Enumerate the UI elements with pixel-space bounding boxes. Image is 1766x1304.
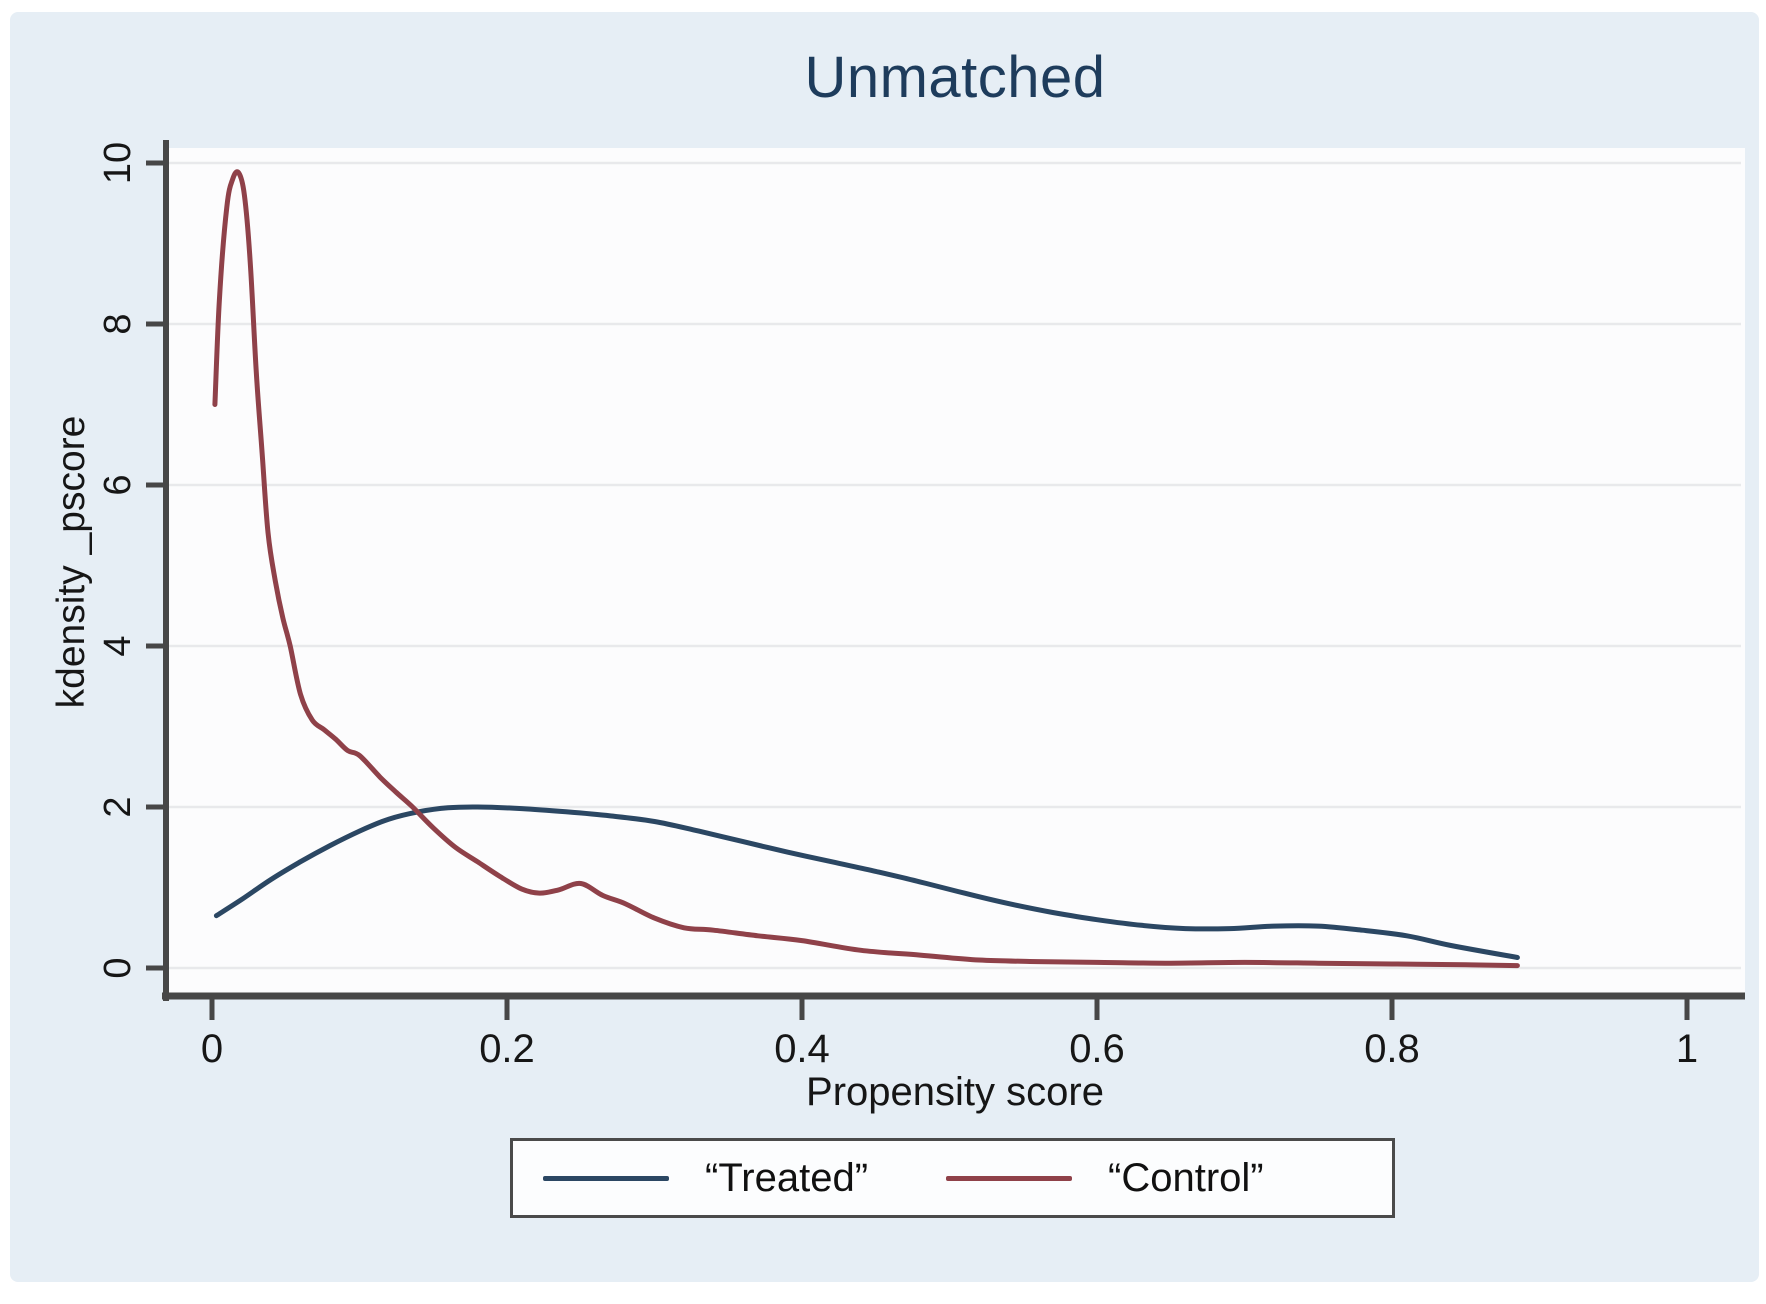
y-tick-label-10: 10 — [97, 142, 139, 184]
x-tick-label-0: 0 — [201, 1027, 223, 1071]
plot-background — [166, 148, 1745, 996]
legend: “Treated” “Control” — [510, 1138, 1395, 1218]
x-tick-label-0.2: 0.2 — [479, 1027, 535, 1071]
x-tick-label-0.4: 0.4 — [774, 1027, 830, 1071]
y-axis-title: kdensity _pscore — [50, 415, 93, 709]
y-tick-label-6: 6 — [97, 474, 139, 495]
legend-label-treated: “Treated” — [705, 1155, 869, 1200]
series-curve-treated — [213, 804, 1520, 960]
x-tick-label-0.6: 0.6 — [1069, 1027, 1125, 1071]
y-tick-label-8: 8 — [97, 313, 139, 334]
control-line-swatch — [946, 1175, 1073, 1181]
y-tick-label-2: 2 — [97, 796, 139, 817]
legend-item-control: “Control” — [946, 1156, 1264, 1201]
series-curve-control — [212, 169, 1520, 969]
y-tick-label-4: 4 — [97, 635, 139, 656]
x-tick-label-1: 1 — [1676, 1027, 1698, 1071]
x-tick-label-0.8: 0.8 — [1364, 1027, 1420, 1071]
treated-line-swatch — [543, 1175, 669, 1181]
x-axis-title: Propensity score — [806, 1070, 1104, 1114]
y-tick-label-0: 0 — [97, 957, 139, 978]
legend-item-treated: “Treated” — [543, 1156, 868, 1201]
chart-title: Unmatched — [804, 45, 1106, 110]
legend-label-control: “Control” — [1108, 1155, 1264, 1200]
